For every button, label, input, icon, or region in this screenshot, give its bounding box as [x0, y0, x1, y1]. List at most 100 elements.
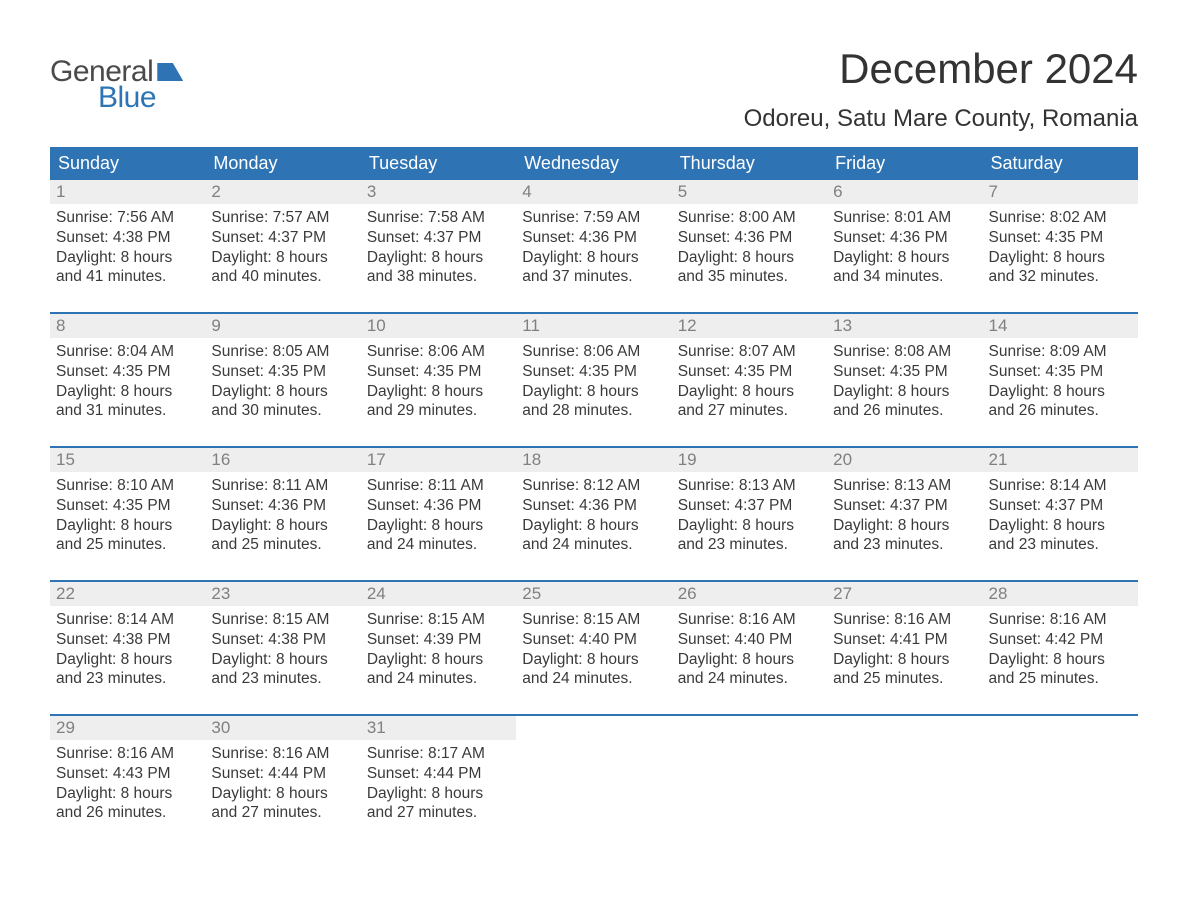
day-info-line: and 27 minutes.: [367, 803, 510, 823]
day-number: 19: [672, 448, 827, 472]
day-info-line: Daylight: 8 hours: [367, 784, 510, 804]
day-info-line: Sunset: 4:37 PM: [678, 496, 821, 516]
day-number: 30: [205, 716, 360, 740]
day-number: [983, 716, 1138, 720]
day-number: 29: [50, 716, 205, 740]
day-number: 14: [983, 314, 1138, 338]
day-info: Sunrise: 8:15 AMSunset: 4:39 PMDaylight:…: [361, 606, 516, 689]
calendar-cell: [672, 716, 827, 826]
calendar-grid: Sunday Monday Tuesday Wednesday Thursday…: [50, 147, 1138, 826]
day-number: 22: [50, 582, 205, 606]
day-info-line: Sunrise: 8:04 AM: [56, 342, 199, 362]
day-number: 16: [205, 448, 360, 472]
day-info-line: Sunrise: 8:15 AM: [522, 610, 665, 630]
day-info-line: Sunset: 4:35 PM: [56, 362, 199, 382]
day-number: [827, 716, 982, 720]
day-info-line: Daylight: 8 hours: [522, 382, 665, 402]
day-info-line: and 23 minutes.: [211, 669, 354, 689]
calendar-cell: 24Sunrise: 8:15 AMSunset: 4:39 PMDayligh…: [361, 582, 516, 692]
day-info-line: Sunrise: 8:00 AM: [678, 208, 821, 228]
calendar-cell: 31Sunrise: 8:17 AMSunset: 4:44 PMDayligh…: [361, 716, 516, 826]
day-number: 2: [205, 180, 360, 204]
day-info-line: Daylight: 8 hours: [56, 784, 199, 804]
day-info-line: Sunset: 4:36 PM: [833, 228, 976, 248]
day-info-line: Sunset: 4:39 PM: [367, 630, 510, 650]
calendar-cell: 10Sunrise: 8:06 AMSunset: 4:35 PMDayligh…: [361, 314, 516, 424]
day-info-line: and 31 minutes.: [56, 401, 199, 421]
day-info-line: and 40 minutes.: [211, 267, 354, 287]
day-info: Sunrise: 8:13 AMSunset: 4:37 PMDaylight:…: [672, 472, 827, 555]
day-info-line: Daylight: 8 hours: [678, 248, 821, 268]
day-info-line: Sunrise: 7:58 AM: [367, 208, 510, 228]
calendar-week: 15Sunrise: 8:10 AMSunset: 4:35 PMDayligh…: [50, 446, 1138, 558]
calendar-cell: 23Sunrise: 8:15 AMSunset: 4:38 PMDayligh…: [205, 582, 360, 692]
day-info-line: Sunrise: 8:16 AM: [833, 610, 976, 630]
day-info: Sunrise: 7:56 AMSunset: 4:38 PMDaylight:…: [50, 204, 205, 287]
day-info-line: Daylight: 8 hours: [211, 650, 354, 670]
day-info-line: Sunset: 4:38 PM: [211, 630, 354, 650]
day-number: 15: [50, 448, 205, 472]
day-info-line: and 24 minutes.: [367, 669, 510, 689]
page-title: December 2024: [744, 45, 1138, 93]
calendar-cell: [516, 716, 671, 826]
day-info-line: and 23 minutes.: [56, 669, 199, 689]
day-info-line: Sunrise: 7:56 AM: [56, 208, 199, 228]
day-number: 26: [672, 582, 827, 606]
day-info-line: and 25 minutes.: [989, 669, 1132, 689]
day-info: Sunrise: 8:17 AMSunset: 4:44 PMDaylight:…: [361, 740, 516, 823]
day-info: Sunrise: 8:05 AMSunset: 4:35 PMDaylight:…: [205, 338, 360, 421]
day-info-line: and 27 minutes.: [678, 401, 821, 421]
day-info-line: Sunset: 4:36 PM: [211, 496, 354, 516]
day-number: 9: [205, 314, 360, 338]
calendar-cell: [983, 716, 1138, 826]
day-info: Sunrise: 8:14 AMSunset: 4:38 PMDaylight:…: [50, 606, 205, 689]
day-info-line: Sunset: 4:35 PM: [989, 362, 1132, 382]
calendar-cell: [827, 716, 982, 826]
day-info-line: Sunset: 4:37 PM: [367, 228, 510, 248]
day-info-line: Sunset: 4:44 PM: [367, 764, 510, 784]
day-info-line: and 24 minutes.: [367, 535, 510, 555]
calendar-cell: 7Sunrise: 8:02 AMSunset: 4:35 PMDaylight…: [983, 180, 1138, 290]
day-info-line: and 25 minutes.: [56, 535, 199, 555]
day-number: 12: [672, 314, 827, 338]
calendar-cell: 12Sunrise: 8:07 AMSunset: 4:35 PMDayligh…: [672, 314, 827, 424]
day-header: Tuesday: [361, 147, 516, 180]
calendar-cell: 19Sunrise: 8:13 AMSunset: 4:37 PMDayligh…: [672, 448, 827, 558]
day-info: Sunrise: 8:16 AMSunset: 4:41 PMDaylight:…: [827, 606, 982, 689]
location-subtitle: Odoreu, Satu Mare County, Romania: [744, 105, 1138, 133]
header: General Blue December 2024 Odoreu, Satu …: [50, 45, 1138, 133]
day-info: Sunrise: 8:13 AMSunset: 4:37 PMDaylight:…: [827, 472, 982, 555]
day-info-line: and 24 minutes.: [522, 535, 665, 555]
day-info: Sunrise: 8:16 AMSunset: 4:44 PMDaylight:…: [205, 740, 360, 823]
day-info: Sunrise: 8:08 AMSunset: 4:35 PMDaylight:…: [827, 338, 982, 421]
day-info-line: and 24 minutes.: [678, 669, 821, 689]
day-info-line: Daylight: 8 hours: [989, 516, 1132, 536]
day-number: 13: [827, 314, 982, 338]
day-info-line: Sunrise: 8:15 AM: [211, 610, 354, 630]
day-info-line: Daylight: 8 hours: [678, 516, 821, 536]
day-info-line: Sunrise: 8:12 AM: [522, 476, 665, 496]
day-info-line: Sunrise: 8:17 AM: [367, 744, 510, 764]
day-info-line: Sunrise: 8:11 AM: [367, 476, 510, 496]
day-info-line: Sunrise: 8:06 AM: [522, 342, 665, 362]
day-info-line: and 38 minutes.: [367, 267, 510, 287]
calendar-cell: 27Sunrise: 8:16 AMSunset: 4:41 PMDayligh…: [827, 582, 982, 692]
day-info-line: Sunrise: 8:14 AM: [989, 476, 1132, 496]
day-info-line: Sunset: 4:44 PM: [211, 764, 354, 784]
day-info-line: Daylight: 8 hours: [56, 650, 199, 670]
day-info-line: Daylight: 8 hours: [833, 248, 976, 268]
calendar-cell: 1Sunrise: 7:56 AMSunset: 4:38 PMDaylight…: [50, 180, 205, 290]
logo: General Blue: [50, 45, 183, 115]
day-number: 27: [827, 582, 982, 606]
day-info-line: and 41 minutes.: [56, 267, 199, 287]
day-info-line: Sunrise: 8:07 AM: [678, 342, 821, 362]
day-header: Sunday: [50, 147, 205, 180]
day-number: 6: [827, 180, 982, 204]
calendar-week: 22Sunrise: 8:14 AMSunset: 4:38 PMDayligh…: [50, 580, 1138, 692]
day-header: Friday: [827, 147, 982, 180]
day-number: [672, 716, 827, 720]
day-info: Sunrise: 8:07 AMSunset: 4:35 PMDaylight:…: [672, 338, 827, 421]
day-info-line: Sunset: 4:43 PM: [56, 764, 199, 784]
day-info-line: Sunrise: 8:16 AM: [678, 610, 821, 630]
day-info-line: Sunset: 4:38 PM: [56, 228, 199, 248]
